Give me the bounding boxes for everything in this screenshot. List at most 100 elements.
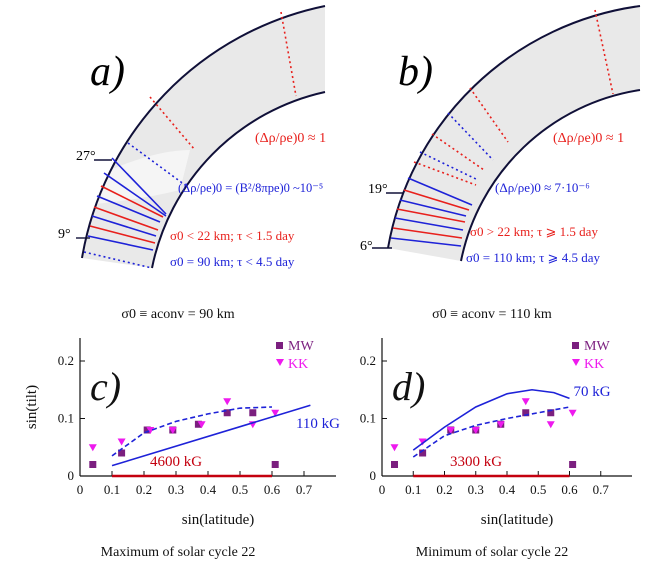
panel-a: 27° 9° a) (Δρ/ρe)0 ≈ 1 (Δρ/ρe)0 = (B²/8π… xyxy=(58,5,326,269)
x-axis-label: sin(latitude) xyxy=(481,512,553,528)
red-fan-line xyxy=(392,227,463,239)
angle-low-label: 6° xyxy=(360,239,373,254)
blue-fan-line xyxy=(390,237,462,247)
x-tick-label: 0.1 xyxy=(405,482,421,497)
chart-panel-label: d) xyxy=(392,364,425,409)
curve-label-blue: 70 kG xyxy=(573,384,610,400)
x-tick-label: 0.6 xyxy=(561,482,578,497)
red-fan-line xyxy=(396,208,466,223)
legend-kk-label: KK xyxy=(584,357,604,372)
x-tick-label: 0.7 xyxy=(593,482,610,497)
data-point-mw xyxy=(391,461,398,468)
chart-panel-label: c) xyxy=(90,364,121,409)
data-point-mw xyxy=(249,409,257,417)
red-fan-line xyxy=(93,206,159,231)
chart-title: σ0 ≡ aconv = 90 km xyxy=(121,307,234,322)
x-tick-label: 0.3 xyxy=(468,482,484,497)
x-tick-label: 0.7 xyxy=(296,482,313,497)
red-fan-line xyxy=(100,185,164,218)
blue-fan-line xyxy=(407,177,473,206)
x-tick-label: 0 xyxy=(77,482,84,497)
chart-title: σ0 ≡ aconv = 110 km xyxy=(432,307,552,322)
y-tick-label: 0.2 xyxy=(58,353,74,368)
chart-caption: Maximum of solar cycle 22 xyxy=(101,545,256,560)
data-point-mw xyxy=(569,461,577,468)
red-fan-line xyxy=(89,225,156,244)
blue-fan-line xyxy=(103,172,167,217)
line-blue-b: σ0 = 110 km; τ ⩾ 4.5 day xyxy=(466,250,600,265)
inner-arc-b xyxy=(460,89,641,262)
inner-arc-a xyxy=(151,91,326,269)
x-axis-label: sin(latitude) xyxy=(182,512,254,528)
x-tick-label: 0.4 xyxy=(200,482,217,497)
curve-dashed xyxy=(111,406,273,457)
eq-red-a: (Δρ/ρe)0 ≈ 1 xyxy=(255,131,326,146)
data-point-mw xyxy=(271,461,279,468)
data-point-mw xyxy=(194,420,202,428)
panel-label-a: a) xyxy=(90,49,125,95)
line-red-b: σ0 > 22 km; τ ⩾ 1.5 day xyxy=(470,224,598,239)
curve-label-red: 3300 kG xyxy=(450,454,502,470)
data-point-kk xyxy=(521,398,530,406)
eq-red-b: (Δρ/ρe)0 ≈ 1 xyxy=(553,131,624,146)
chart-c: σ0 ≡ aconv = 90 km Maximum of solar cycle… xyxy=(24,307,340,560)
blue-dotted-line xyxy=(83,251,153,269)
red-dotted-radial xyxy=(594,9,614,95)
data-point-kk xyxy=(223,398,232,406)
data-point-kk xyxy=(568,409,577,417)
x-tick-label: 0.6 xyxy=(264,482,281,497)
legend-mw-label: MW xyxy=(288,339,314,354)
curve-label-red: 4600 kG xyxy=(150,454,202,470)
data-point-mw xyxy=(223,409,231,417)
data-point-kk xyxy=(197,421,206,429)
data-point-kk xyxy=(146,427,155,434)
data-point-kk xyxy=(168,427,177,434)
line-blue-a: σ0 = 90 km; τ < 4.5 day xyxy=(170,254,295,269)
blue-fan-line xyxy=(91,215,157,237)
data-point-kk xyxy=(546,421,555,429)
y-tick-label: 0.1 xyxy=(58,411,74,426)
blue-dotted-line xyxy=(447,112,494,161)
angle-low-label: 9° xyxy=(58,227,71,242)
x-tick-label: 0.4 xyxy=(499,482,516,497)
curve-label-blue: 110 kG xyxy=(296,416,340,432)
y-tick-label: 0.1 xyxy=(360,411,376,426)
y-tick-label: 0 xyxy=(68,468,75,483)
legend-kk-marker xyxy=(276,359,284,366)
red-dotted-radial xyxy=(280,11,297,97)
data-point-mw xyxy=(118,449,126,457)
x-tick-label: 0.5 xyxy=(530,482,546,497)
line-red-a: σ0 < 22 km; τ < 1.5 day xyxy=(170,228,295,243)
blue-dotted-line xyxy=(127,142,186,186)
x-tick-label: 0.5 xyxy=(232,482,248,497)
data-point-kk xyxy=(271,409,280,417)
red-fan-line xyxy=(403,189,470,211)
blue-fan-line xyxy=(394,217,464,231)
data-point-mw xyxy=(522,409,530,417)
legend-mw-marker xyxy=(276,342,283,349)
curve-solid xyxy=(111,404,311,467)
data-point-kk xyxy=(471,427,480,434)
y-tick-label: 0.2 xyxy=(360,353,376,368)
chart-d: σ0 ≡ aconv = 110 km Minimum of solar cycl… xyxy=(360,307,632,560)
data-point-mw xyxy=(89,461,97,468)
red-dotted-radial xyxy=(469,87,509,143)
blue-fan-line xyxy=(111,157,167,215)
data-point-mw xyxy=(419,449,427,457)
legend-kk-marker xyxy=(572,359,580,366)
red-dotted-line xyxy=(413,161,477,186)
x-tick-label: 0.1 xyxy=(104,482,120,497)
angle-high-label: 27° xyxy=(76,149,96,164)
x-tick-label: 0.2 xyxy=(136,482,152,497)
shell-b xyxy=(388,6,640,261)
data-point-kk xyxy=(496,421,505,429)
shell-a xyxy=(82,6,325,268)
red-dotted-line xyxy=(431,133,485,171)
blue-fan-line xyxy=(399,199,467,217)
x-tick-label: 0.2 xyxy=(436,482,452,497)
legend-mw-label: MW xyxy=(584,339,610,354)
blue-dotted-line xyxy=(419,151,479,181)
angle-high-label: 19° xyxy=(368,182,388,197)
data-point-kk xyxy=(390,444,399,452)
